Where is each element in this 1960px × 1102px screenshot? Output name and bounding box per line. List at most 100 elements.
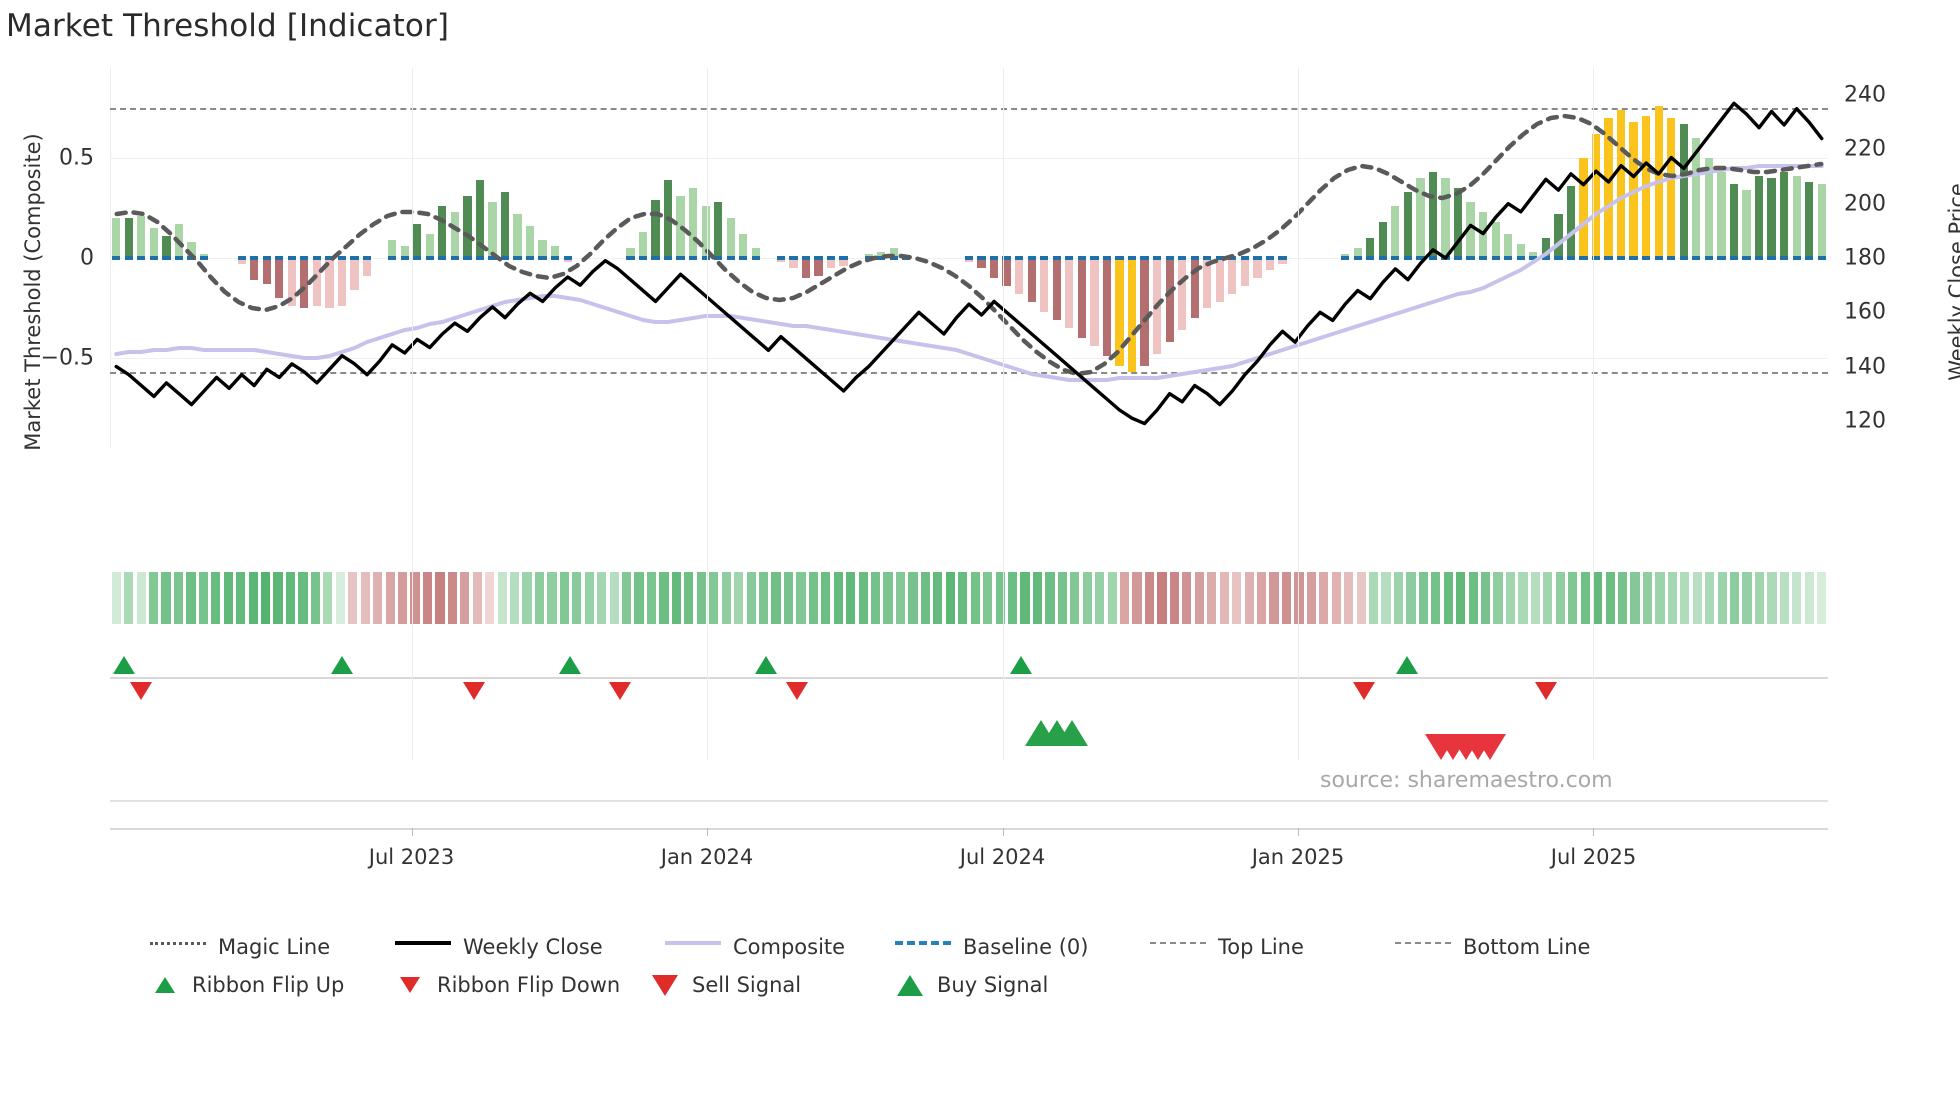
legend-item[interactable]: Composite	[665, 928, 845, 966]
gridline	[110, 358, 1828, 359]
ribbon-cell	[173, 572, 184, 624]
ribbon-cell	[397, 572, 408, 624]
ribbon-flip-up-marker	[755, 656, 778, 674]
baseline-segment	[525, 256, 535, 260]
histogram-bar	[1654, 106, 1663, 258]
ribbon-flip-down-marker	[786, 682, 809, 700]
histogram-bar	[1378, 222, 1387, 258]
ribbon-cell	[746, 572, 756, 624]
histogram-bar	[1541, 238, 1550, 258]
ribbon-flip-up-marker	[330, 656, 353, 674]
ribbon-cell	[447, 572, 457, 624]
histogram-bar	[688, 188, 698, 258]
baseline-segment	[1717, 256, 1726, 260]
histogram-bar	[337, 258, 347, 306]
histogram-bar	[325, 258, 334, 308]
vertical-gridline	[707, 68, 708, 760]
histogram-bar	[362, 258, 372, 276]
ribbon-cell	[945, 572, 955, 624]
ribbon-cell	[1642, 572, 1653, 624]
baseline-segment	[1366, 256, 1375, 260]
histogram-bar	[714, 202, 723, 258]
legend-item[interactable]: Baseline (0)	[895, 928, 1088, 966]
histogram-bar	[739, 234, 748, 258]
baseline-segment	[262, 256, 271, 260]
ribbon-cell	[285, 572, 296, 624]
histogram-bar	[1629, 122, 1638, 258]
legend-label: Buy Signal	[937, 973, 1049, 997]
chart-legend: Magic Line Weekly Close Composite Baseline …	[150, 928, 1870, 1004]
ribbon-cell	[1219, 572, 1229, 624]
histogram-bar	[814, 258, 823, 276]
ribbon-cell	[1381, 572, 1391, 624]
legend-item[interactable]: Ribbon Flip Up	[150, 966, 344, 1004]
ribbon-cell	[248, 572, 258, 624]
ribbon-flip-down-marker	[463, 682, 486, 700]
ribbon-cell	[983, 572, 993, 624]
ribbon-cell	[1406, 572, 1416, 624]
legend-label: Sell Signal	[692, 973, 802, 997]
ribbon-cell	[1605, 572, 1615, 624]
baseline-segment	[739, 256, 748, 260]
baseline-segment	[964, 256, 974, 260]
ribbon-cell	[1182, 572, 1192, 624]
legend-item[interactable]: Sell Signal	[650, 966, 801, 1004]
baseline-segment	[726, 256, 735, 260]
baseline-segment	[1203, 256, 1212, 260]
baseline-segment	[1378, 256, 1387, 260]
ribbon-cell	[1692, 572, 1702, 624]
ribbon-cell	[1730, 572, 1740, 624]
ribbon-cell	[659, 572, 669, 624]
legend-item[interactable]: Buy Signal	[895, 966, 1048, 1004]
x-axis-line	[110, 828, 1828, 830]
baseline-segment	[475, 256, 485, 260]
ribbon-cell	[908, 572, 918, 624]
baseline-segment	[500, 256, 510, 260]
ribbon-cell	[1443, 572, 1453, 624]
legend-item[interactable]: Ribbon Flip Down	[395, 966, 620, 1004]
baseline-segment	[1416, 256, 1425, 260]
ribbon-cell	[1655, 572, 1665, 624]
baseline-segment	[839, 256, 848, 260]
histogram-bar	[1453, 188, 1463, 258]
histogram-bar	[525, 226, 535, 258]
baseline-segment	[1679, 256, 1688, 260]
histogram-bar	[162, 236, 171, 258]
ribbon-cell	[335, 572, 345, 624]
baseline-segment	[112, 256, 121, 260]
histogram-bar	[1554, 214, 1563, 258]
legend-label: Ribbon Flip Down	[437, 973, 621, 997]
histogram-bar	[701, 206, 710, 258]
histogram-bar	[312, 258, 322, 306]
x-axis-tick-label: Jul 2023	[368, 845, 455, 869]
weekly-close-line	[114, 101, 1824, 426]
legend-item[interactable]: Magic Line	[150, 928, 330, 966]
legend-item[interactable]: Weekly Close	[395, 928, 603, 966]
ribbon-cell	[1344, 572, 1354, 624]
ribbon-cell	[1107, 572, 1117, 624]
legend-item[interactable]: Top Line	[1150, 928, 1304, 966]
main-plot-area	[110, 68, 1828, 448]
baseline-segment	[1265, 256, 1275, 260]
baseline-segment	[1077, 256, 1086, 260]
legend-item[interactable]: Bottom Line	[1395, 928, 1590, 966]
histogram-bar	[801, 258, 811, 278]
baseline-segment	[1667, 256, 1676, 260]
baseline-segment	[413, 256, 422, 260]
baseline-segment	[801, 256, 811, 260]
legend-row-lines: Magic Line Weekly Close Composite Baseline …	[150, 928, 1870, 966]
ribbon-cell	[136, 572, 146, 624]
histogram-bar	[1566, 186, 1576, 258]
ribbon-cell	[1007, 572, 1018, 624]
baseline-segment	[1579, 256, 1588, 260]
histogram-bar	[1077, 258, 1086, 338]
baseline-segment	[1767, 256, 1776, 260]
x-axis-tick-label: Jan 2025	[1251, 845, 1345, 869]
legend-label: Top Line	[1218, 935, 1304, 959]
ribbon-cell	[1393, 572, 1404, 624]
baseline-segment	[714, 256, 723, 260]
histogram-bar	[1403, 192, 1413, 258]
baseline-segment	[1529, 256, 1538, 260]
ribbon-cell	[261, 572, 271, 624]
ribbon-cell	[559, 572, 569, 624]
